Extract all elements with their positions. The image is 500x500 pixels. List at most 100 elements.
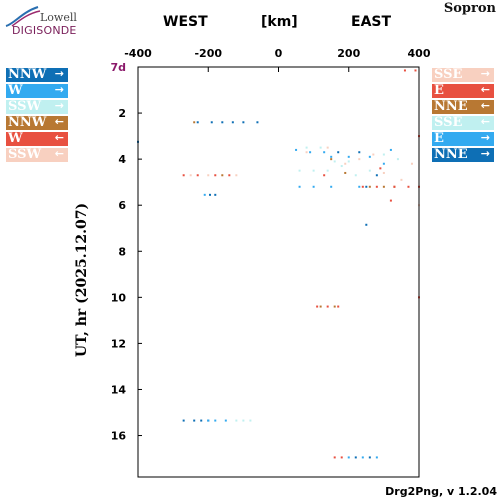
y-tick-label: 2 <box>118 107 126 120</box>
arrow-right-icon: → <box>54 67 64 80</box>
data-point <box>389 148 392 151</box>
data-point <box>224 419 227 422</box>
data-point <box>196 174 199 177</box>
data-point <box>358 185 361 188</box>
data-point <box>203 193 206 196</box>
data-point <box>358 151 361 154</box>
y-tick-label: 12 <box>111 337 126 350</box>
data-point <box>382 171 385 174</box>
x-tick-label: 200 <box>337 47 360 60</box>
station-name: Sopron <box>443 1 496 16</box>
data-point <box>382 185 385 188</box>
y-tick-label: 16 <box>111 430 127 443</box>
data-point <box>326 305 329 308</box>
data-point <box>368 169 371 172</box>
legend-left-item-ssw-5: SSW ← <box>6 147 68 162</box>
data-point <box>365 185 368 188</box>
y-tick-label: 10 <box>111 291 127 304</box>
data-point <box>365 223 368 226</box>
data-point <box>379 167 382 170</box>
data-point <box>354 174 357 177</box>
arrow-right-icon: → <box>480 67 490 80</box>
data-point <box>382 153 385 156</box>
data-point <box>298 169 301 172</box>
legend-right-item-sse-0: SSE → <box>432 67 494 82</box>
arrow-right-icon: → <box>480 147 490 160</box>
legend-label: W <box>8 131 23 146</box>
data-point <box>228 174 231 177</box>
plot-frame <box>137 66 420 478</box>
data-point <box>196 121 199 124</box>
data-point <box>214 419 217 422</box>
data-point <box>337 305 340 308</box>
data-point <box>312 185 315 188</box>
data-point <box>368 185 371 188</box>
legend-label: SSW <box>8 99 42 114</box>
data-point <box>410 162 413 165</box>
data-point <box>330 158 333 161</box>
data-point <box>242 419 245 422</box>
legend-label: NNW <box>8 67 47 82</box>
data-point <box>295 148 298 151</box>
data-point <box>400 178 403 181</box>
data-point <box>193 121 196 124</box>
data-point <box>316 305 319 308</box>
axes-layer: -400 -200 0 200 400 2 4 6 8 10 12 14 16 7d <box>110 47 431 478</box>
data-point <box>354 456 357 459</box>
legend-label: NNE <box>434 147 468 162</box>
data-point <box>193 419 196 422</box>
legend-label: E <box>434 131 444 146</box>
data-point <box>375 174 378 177</box>
digisonde-logo-swoosh <box>5 6 41 27</box>
y-tick-label: 14 <box>111 383 127 396</box>
data-point <box>200 419 203 422</box>
data-point <box>389 199 392 202</box>
data-point <box>340 165 343 168</box>
west-label: WEST <box>163 14 208 30</box>
legend-left-item-ssw-2: SSW → <box>6 99 68 114</box>
data-point <box>319 305 322 308</box>
data-point <box>256 121 259 124</box>
data-point <box>361 456 364 459</box>
data-point <box>235 174 238 177</box>
legend-right-item-e-4: E → <box>432 131 494 146</box>
data-point <box>340 456 343 459</box>
x-tick-label: -400 <box>124 47 152 60</box>
data-point <box>235 419 238 422</box>
data-point <box>347 155 350 158</box>
data-point <box>309 151 312 154</box>
data-point <box>242 121 245 124</box>
legend-label: SSE <box>434 67 463 82</box>
y-top-tick-label: 7d <box>110 61 126 74</box>
x-tick-label: 400 <box>408 47 431 60</box>
legend-right-item-e-1: E ← <box>432 83 494 98</box>
data-point <box>319 146 322 149</box>
legend-label: SSW <box>8 147 42 162</box>
arrow-left-icon: ← <box>480 83 490 96</box>
data-point <box>221 121 224 124</box>
data-point <box>344 162 347 165</box>
data-point <box>368 456 371 459</box>
data-point <box>344 171 347 174</box>
y-tick-label: 6 <box>118 199 126 212</box>
data-point <box>305 146 308 149</box>
arrow-left-icon: ← <box>54 115 64 128</box>
legend-right-item-sse-3: SSE ← <box>432 115 494 130</box>
arrow-left-icon: ← <box>54 147 64 160</box>
arrow-right-icon: → <box>54 99 64 112</box>
footer-version: Drg2Png, v 1.2.04 <box>385 485 497 498</box>
data-point <box>393 185 396 188</box>
data-point <box>182 174 185 177</box>
data-point <box>209 193 212 196</box>
unit-label: [km] <box>261 14 298 30</box>
data-point <box>207 174 210 177</box>
legend-right-item-nne-5: NNE → <box>432 147 494 162</box>
data-point <box>375 185 378 188</box>
data-point <box>207 419 210 422</box>
arrow-left-icon: ← <box>480 99 490 112</box>
data-point <box>326 169 329 172</box>
logo-bottom-text: DIGISONDE <box>12 24 77 37</box>
data-point <box>333 160 336 163</box>
data-points-layer <box>137 69 420 459</box>
